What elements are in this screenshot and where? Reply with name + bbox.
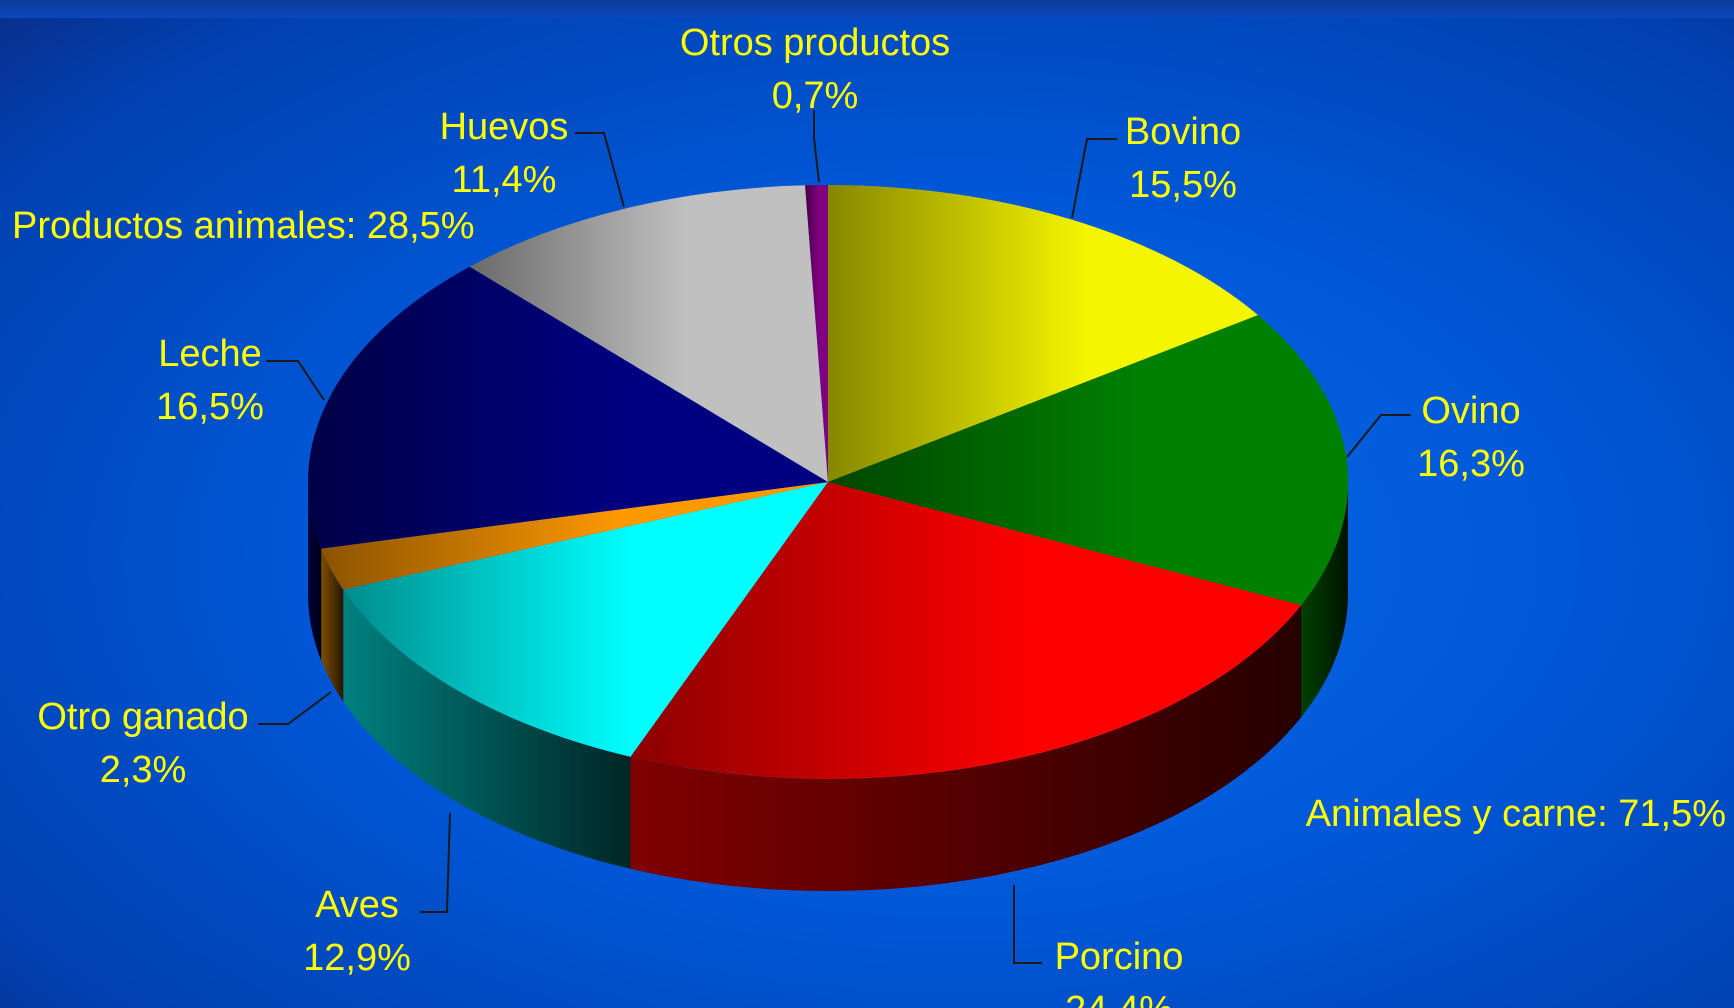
slice-side-leche bbox=[308, 482, 322, 661]
slice-aves bbox=[343, 482, 828, 757]
value-otros-productos: 0,7% bbox=[772, 75, 859, 117]
slice-otro-ganado bbox=[321, 482, 828, 590]
label-aves: Aves bbox=[315, 884, 399, 926]
slice-ovino bbox=[828, 315, 1349, 606]
leader-line-porcino bbox=[1013, 885, 1042, 964]
pie-labels: Bovino 15,5% Ovino 16,3% Porcino 24,4% Aves 12,… bbox=[12, 22, 1726, 1008]
leader-line-leche bbox=[266, 360, 325, 401]
slice-porcino bbox=[630, 482, 1302, 779]
slice-otros-productos bbox=[805, 185, 828, 482]
group-label-productos-animales: Productos animales: 28,5% bbox=[12, 205, 475, 247]
value-aves: 12,9% bbox=[303, 937, 411, 979]
leader-line-bovino bbox=[1071, 138, 1117, 219]
label-ovino: Ovino bbox=[1421, 390, 1520, 432]
label-porcino: Porcino bbox=[1055, 936, 1184, 978]
top-band bbox=[0, 0, 1734, 18]
label-bovino: Bovino bbox=[1125, 111, 1241, 153]
slice-side-ovino bbox=[1301, 482, 1348, 718]
label-leche: Leche bbox=[158, 333, 262, 375]
leader-line-otros-productos bbox=[813, 110, 820, 183]
leader-line-ovino bbox=[1346, 414, 1411, 458]
group-label-animales-y-carne: Animales y carne: 71,5% bbox=[1306, 793, 1726, 835]
value-otro-ganado: 2,3% bbox=[100, 749, 187, 791]
slice-huevos bbox=[469, 185, 828, 483]
value-ovino: 16,3% bbox=[1417, 443, 1525, 485]
label-otro-ganado: Otro ganado bbox=[37, 696, 248, 738]
slice-bovino bbox=[828, 185, 1259, 482]
slice-side-aves bbox=[343, 589, 631, 869]
label-huevos: Huevos bbox=[440, 106, 569, 148]
leader-line-huevos bbox=[575, 132, 625, 208]
slice-side-porcino bbox=[630, 605, 1302, 891]
leader-line-otro-ganado bbox=[258, 691, 332, 725]
slice-leche bbox=[307, 266, 828, 549]
label-otros-productos: Otros productos bbox=[680, 22, 950, 64]
pie-slices bbox=[307, 185, 1349, 891]
slice-side-otro-ganado bbox=[321, 548, 344, 702]
value-leche: 16,5% bbox=[156, 386, 264, 428]
value-porcino: 24,4% bbox=[1065, 989, 1173, 1008]
leader-line-aves bbox=[420, 812, 451, 913]
value-huevos: 11,4% bbox=[452, 159, 557, 201]
value-bovino: 15,5% bbox=[1129, 164, 1237, 206]
